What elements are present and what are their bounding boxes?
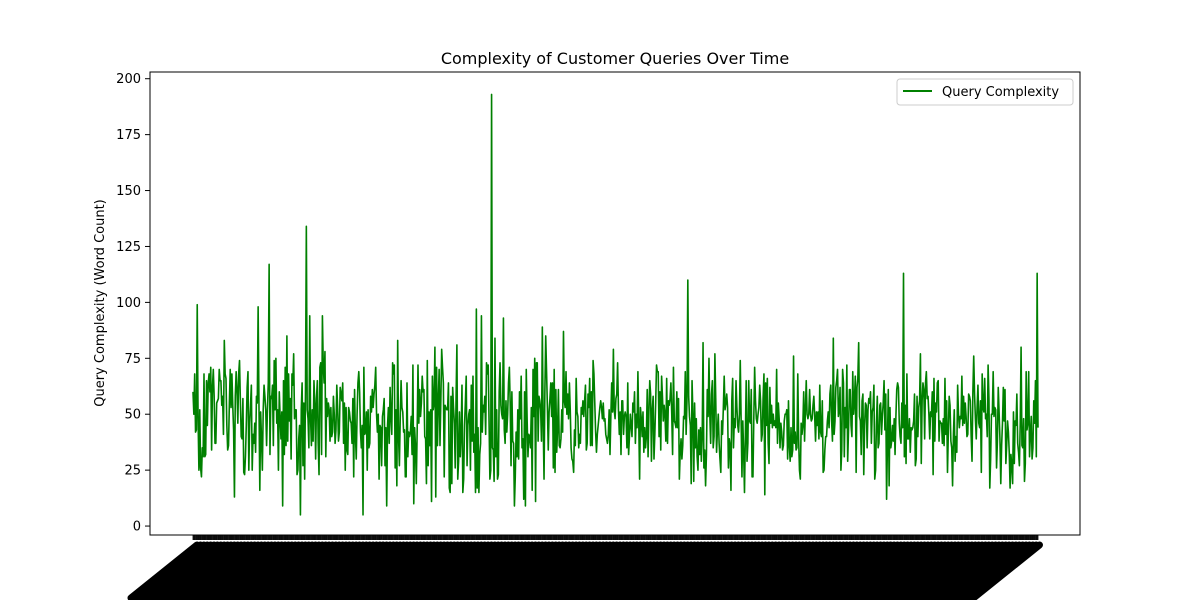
y-tick-label: 75	[124, 352, 141, 367]
y-tick-label: 200	[116, 72, 141, 87]
y-tick-label: 25	[124, 464, 141, 479]
series-line-query-complexity	[192, 93, 1039, 516]
y-tick-label: 50	[124, 408, 141, 423]
y-axis-label: Query Complexity (Word Count)	[93, 199, 108, 407]
chart-title: Complexity of Customer Queries Over Time	[441, 49, 789, 68]
legend-box	[896, 78, 1074, 106]
y-tick-label: 125	[116, 240, 141, 255]
legend-entry: Query Complexity	[942, 85, 1059, 100]
x-axis	[127, 535, 1043, 600]
legend: Query Complexity	[896, 78, 1074, 106]
y-tick-label: 150	[116, 184, 141, 199]
y-tick-label: 100	[116, 296, 141, 311]
y-axis: 0 25 50 75 100 125 150 175 200	[116, 72, 150, 535]
y-tick-label: 175	[116, 128, 141, 143]
x-tick-labels	[127, 541, 1043, 600]
x-ticks	[192, 535, 1039, 540]
y-tick-label: 0	[133, 520, 141, 535]
